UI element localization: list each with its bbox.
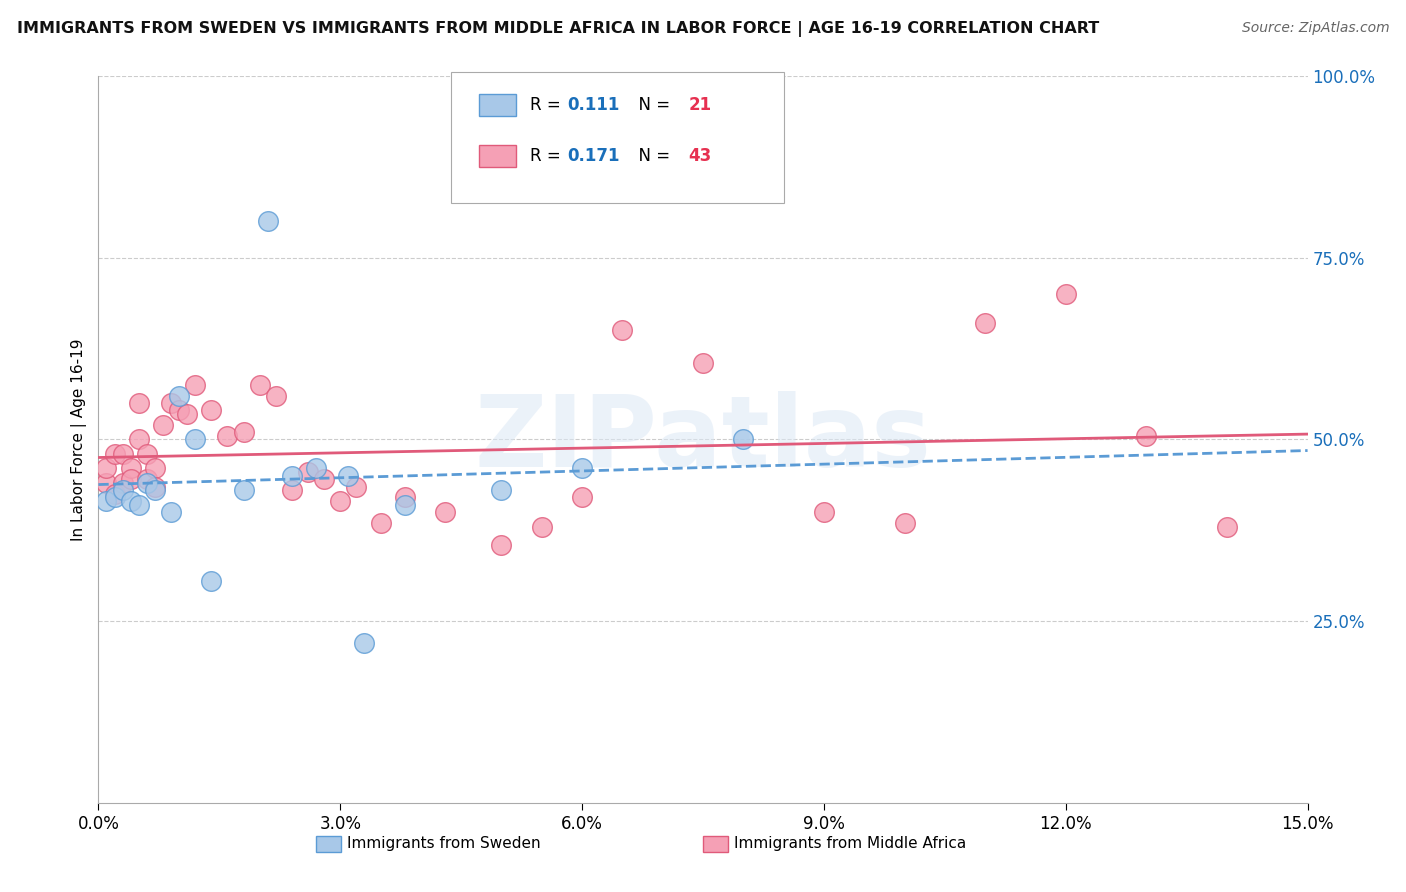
Point [111,447,134,461]
Point [530,519,553,533]
Point [135,447,157,461]
Point [128,432,150,446]
Point [692,356,714,370]
Text: N =: N = [628,147,675,165]
Text: Source: ZipAtlas.com: Source: ZipAtlas.com [1241,21,1389,35]
Text: N =: N = [628,96,675,114]
Point [96,461,118,475]
Point [96,475,118,490]
Point [167,389,190,403]
Point [249,377,271,392]
Point [337,468,360,483]
Point [974,316,997,330]
Point [217,428,239,442]
Point [160,396,183,410]
Point [135,472,157,486]
Point [344,479,367,493]
Point [571,491,593,505]
Point [184,432,207,446]
Point [160,505,183,519]
Point [128,498,150,512]
Point [491,483,513,498]
Point [612,323,634,337]
FancyBboxPatch shape [479,94,516,116]
Point [184,377,207,392]
Point [152,417,174,432]
Point [370,516,392,530]
Text: R =: R = [530,96,567,114]
Point [394,491,416,505]
Text: ZIPatlas: ZIPatlas [475,391,931,488]
Point [128,396,150,410]
Point [733,432,755,446]
FancyBboxPatch shape [451,72,785,203]
Point [314,472,336,486]
Point [96,494,118,508]
Point [120,461,142,475]
Text: 0.171: 0.171 [568,147,620,165]
Point [256,214,278,228]
Point [264,389,287,403]
Point [120,472,142,486]
Point [571,461,593,475]
FancyBboxPatch shape [479,145,516,167]
Point [120,494,142,508]
Point [232,483,254,498]
Point [1135,428,1157,442]
Point [167,403,190,417]
Point [111,475,134,490]
Point [329,494,352,508]
Point [281,483,304,498]
Text: 0.111: 0.111 [568,96,620,114]
Point [232,425,254,439]
Point [103,491,125,505]
Point [103,487,125,501]
Text: 43: 43 [689,147,711,165]
Point [281,468,304,483]
Point [143,483,166,498]
Point [305,461,328,475]
Point [394,498,416,512]
Point [1054,287,1077,301]
Point [200,403,222,417]
Point [111,483,134,498]
Text: Immigrants from Sweden: Immigrants from Sweden [347,837,541,851]
Point [103,447,125,461]
Point [434,505,457,519]
Point [1216,519,1239,533]
Point [143,461,166,475]
Text: IMMIGRANTS FROM SWEDEN VS IMMIGRANTS FROM MIDDLE AFRICA IN LABOR FORCE | AGE 16-: IMMIGRANTS FROM SWEDEN VS IMMIGRANTS FRO… [17,21,1099,37]
Point [353,636,375,650]
Point [297,465,319,479]
Point [893,516,915,530]
Text: R =: R = [530,147,567,165]
Y-axis label: In Labor Force | Age 16-19: In Labor Force | Age 16-19 [72,338,87,541]
Text: Immigrants from Middle Africa: Immigrants from Middle Africa [734,837,966,851]
Point [200,574,222,588]
Text: 21: 21 [689,96,711,114]
Point [135,475,157,490]
Point [813,505,835,519]
Point [491,538,513,552]
Point [176,407,198,421]
Point [143,479,166,493]
